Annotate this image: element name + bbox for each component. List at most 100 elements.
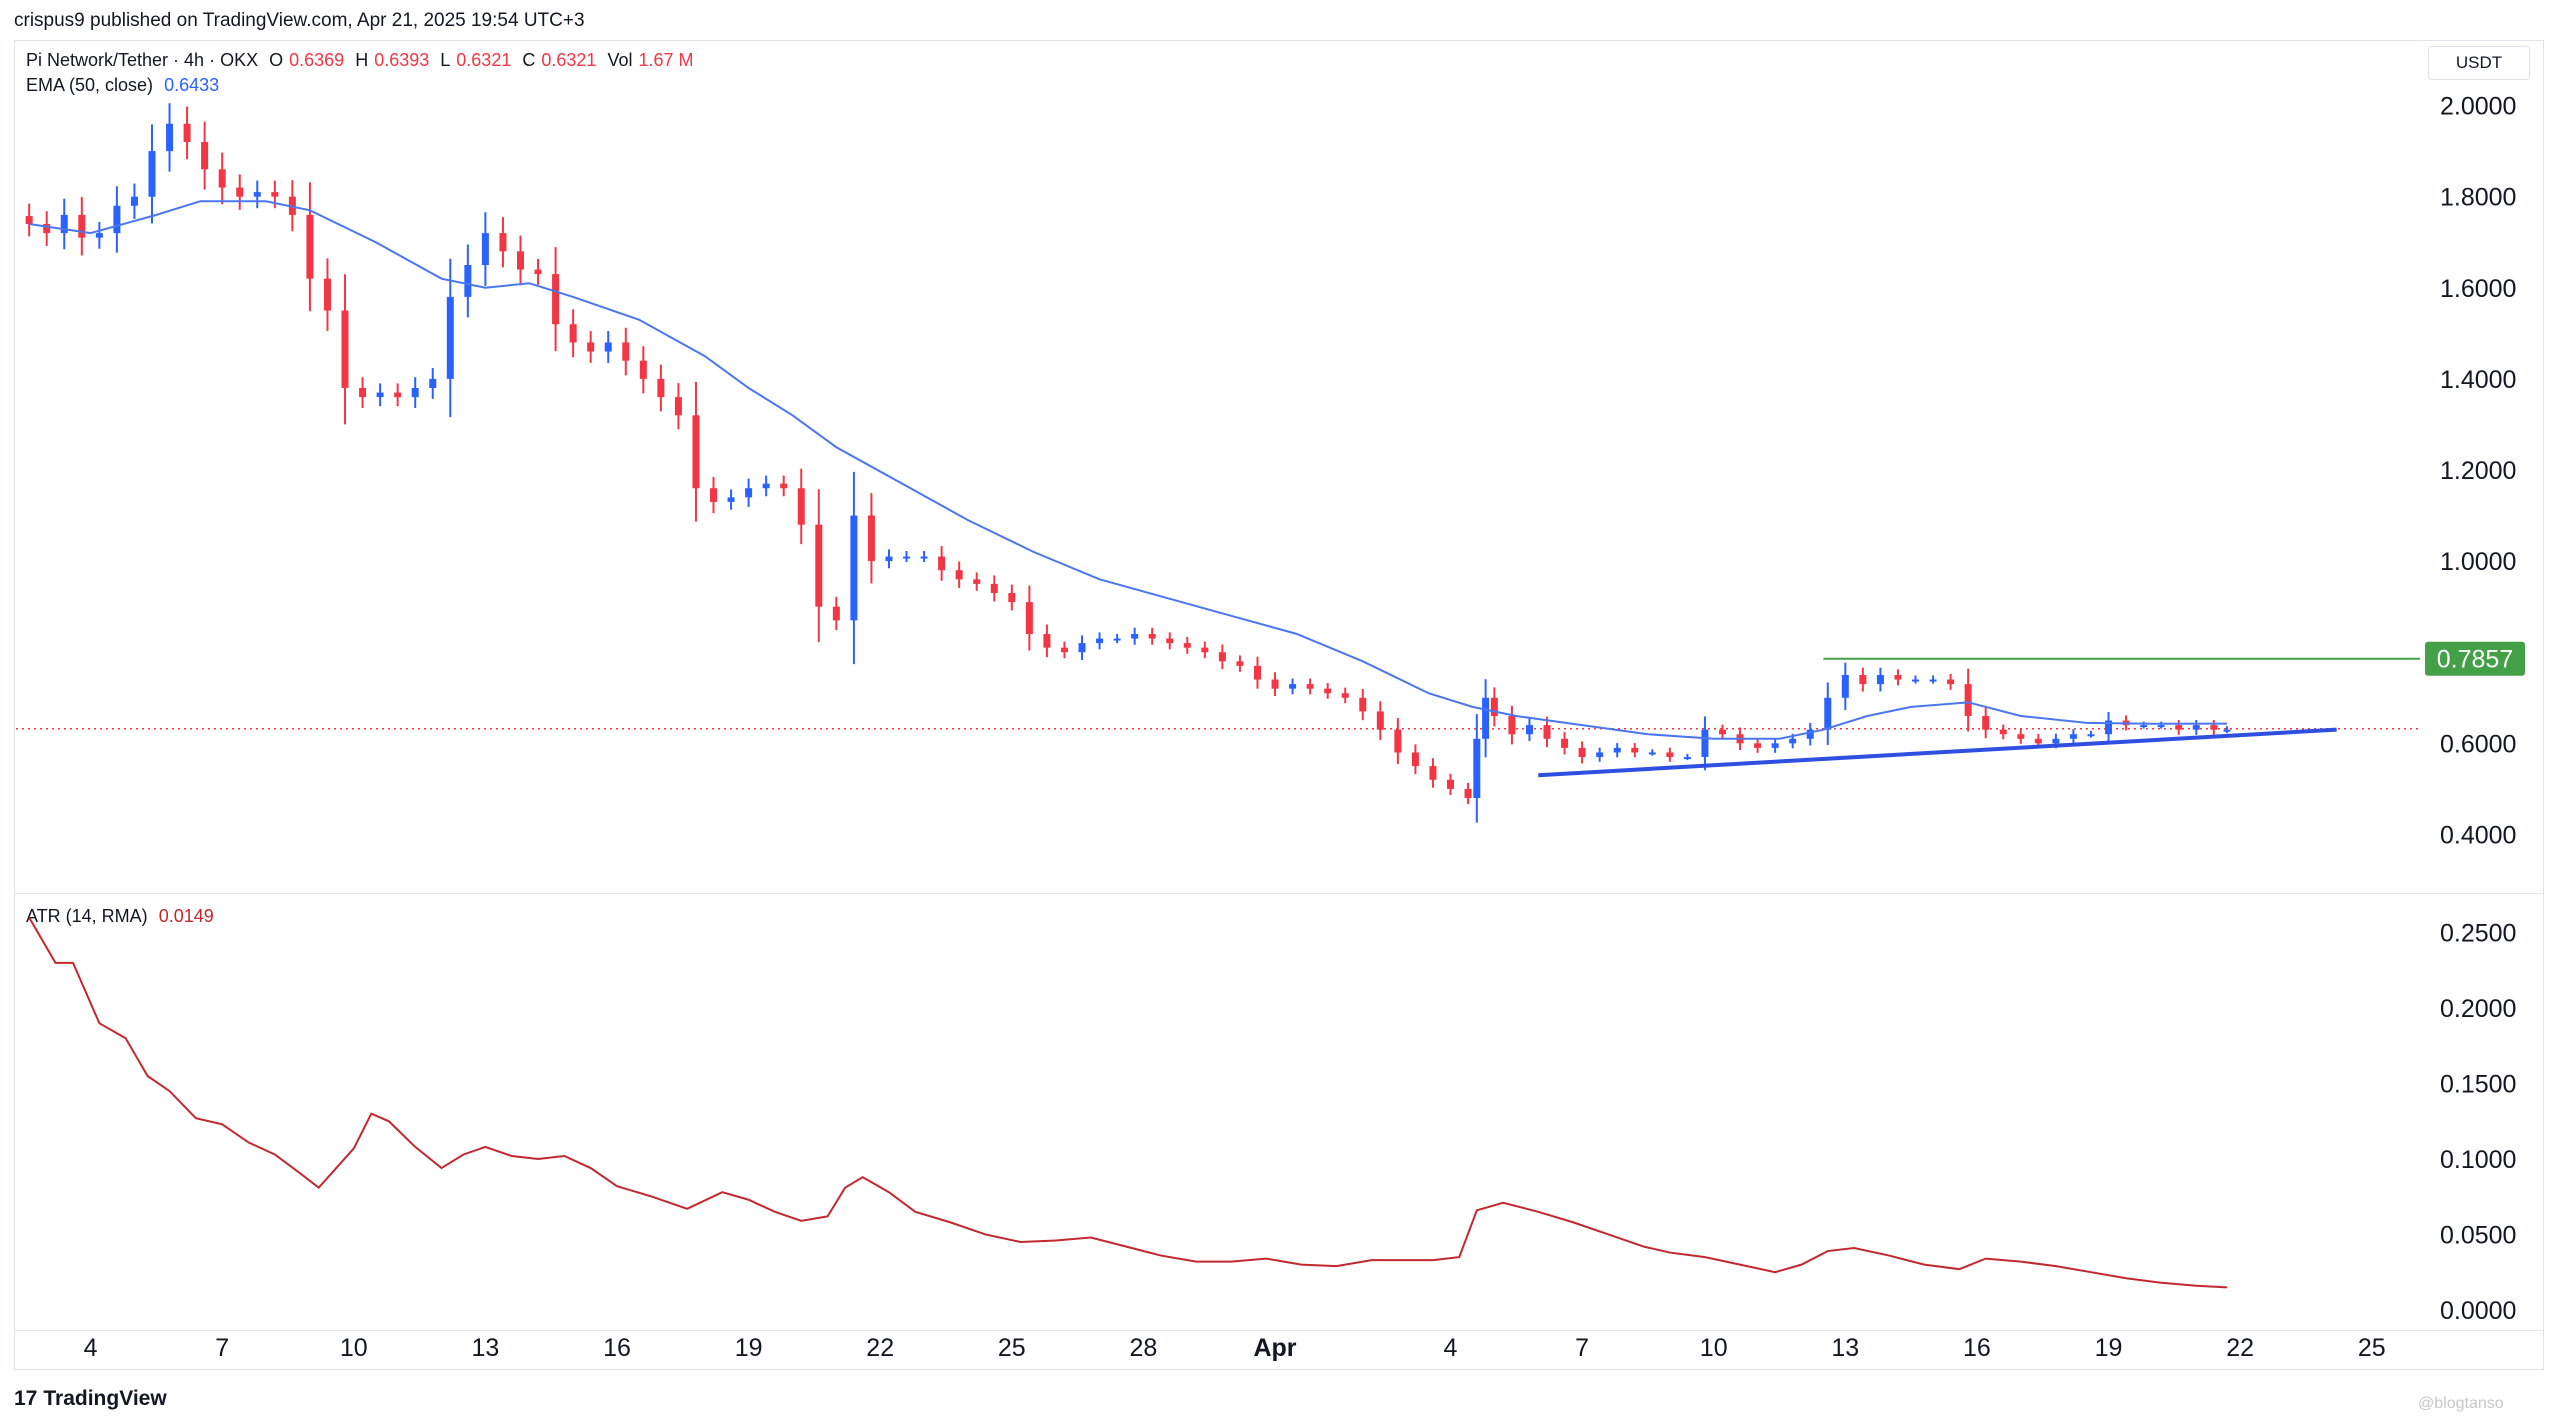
candle[interactable] xyxy=(2087,734,2095,737)
candle[interactable] xyxy=(622,342,630,361)
ema-label[interactable]: EMA (50, close) xyxy=(26,75,154,95)
candle[interactable] xyxy=(710,488,718,502)
candle[interactable] xyxy=(797,488,805,525)
atr-legend[interactable]: ATR (14, RMA) 0.0149 xyxy=(26,906,220,927)
candle[interactable] xyxy=(815,524,823,607)
candle[interactable] xyxy=(516,251,524,270)
candle[interactable] xyxy=(323,278,331,311)
candle[interactable] xyxy=(25,216,33,224)
candle[interactable] xyxy=(1289,684,1297,689)
symbol-legend[interactable]: Pi Network/Tether · 4h · OKX O 0.6369 H 0.… xyxy=(26,50,700,71)
candle[interactable] xyxy=(1043,634,1051,648)
candle[interactable] xyxy=(1666,752,1674,757)
candle[interactable] xyxy=(2069,734,2077,739)
candle[interactable] xyxy=(429,378,437,388)
candle[interactable] xyxy=(973,579,981,584)
candle[interactable] xyxy=(1982,716,1990,730)
candle[interactable] xyxy=(1771,743,1779,748)
candle[interactable] xyxy=(1218,652,1226,662)
candle[interactable] xyxy=(95,233,103,238)
candle[interactable] xyxy=(1824,697,1832,730)
candle[interactable] xyxy=(1964,684,1972,716)
candle[interactable] xyxy=(1078,643,1086,653)
candle[interactable] xyxy=(2210,725,2218,730)
candle[interactable] xyxy=(692,415,700,489)
candle[interactable] xyxy=(113,205,121,234)
candle[interactable] xyxy=(1859,675,1867,685)
candle[interactable] xyxy=(464,265,472,297)
candle[interactable] xyxy=(1789,738,1797,744)
candle[interactable] xyxy=(60,214,68,234)
candle[interactable] xyxy=(569,324,577,343)
candle[interactable] xyxy=(1096,638,1104,644)
candle[interactable] xyxy=(1876,675,1884,685)
candle[interactable] xyxy=(727,497,735,502)
candle[interactable] xyxy=(2192,725,2200,730)
candle[interactable] xyxy=(604,342,612,352)
candle[interactable] xyxy=(639,360,647,379)
candle[interactable] xyxy=(1473,738,1481,798)
candle[interactable] xyxy=(780,483,788,489)
candle[interactable] xyxy=(1236,661,1244,666)
candle[interactable] xyxy=(183,123,191,142)
candle[interactable] xyxy=(201,142,209,170)
candle[interactable] xyxy=(1060,647,1068,653)
candle[interactable] xyxy=(1447,779,1455,789)
candle[interactable] xyxy=(394,392,402,398)
candle[interactable] xyxy=(1754,743,1762,748)
candle[interactable] xyxy=(411,388,419,398)
candle[interactable] xyxy=(446,296,454,379)
candle[interactable] xyxy=(1718,729,1726,735)
candle[interactable] xyxy=(762,483,770,489)
candle[interactable] xyxy=(43,224,51,234)
candle[interactable] xyxy=(990,583,998,593)
candle[interactable] xyxy=(1912,679,1920,682)
candle[interactable] xyxy=(1148,634,1156,639)
candle[interactable] xyxy=(218,169,226,188)
candle[interactable] xyxy=(236,187,244,197)
candle[interactable] xyxy=(903,556,911,559)
candle[interactable] xyxy=(376,392,384,398)
pane-divider[interactable] xyxy=(14,893,2544,894)
candle[interactable] xyxy=(1508,716,1516,735)
currency-button[interactable]: USDT xyxy=(2428,46,2530,80)
candle[interactable] xyxy=(1648,752,1656,755)
candle[interactable] xyxy=(130,196,138,206)
candle[interactable] xyxy=(1201,647,1209,653)
candle[interactable] xyxy=(1376,711,1384,730)
candle[interactable] xyxy=(1841,675,1849,698)
candle[interactable] xyxy=(1183,643,1191,648)
ema-legend[interactable]: EMA (50, close) 0.6433 xyxy=(26,75,225,96)
atr-label[interactable]: ATR (14, RMA) xyxy=(26,906,148,926)
candle[interactable] xyxy=(938,556,946,571)
candle[interactable] xyxy=(552,274,560,325)
candle[interactable] xyxy=(1253,665,1261,680)
candle[interactable] xyxy=(2052,738,2060,744)
candle[interactable] xyxy=(955,570,963,580)
candle[interactable] xyxy=(2175,725,2183,730)
candle[interactable] xyxy=(2017,734,2025,739)
candle[interactable] xyxy=(148,151,156,197)
symbol-title[interactable]: Pi Network/Tether · 4h · OKX xyxy=(26,50,259,70)
candle[interactable] xyxy=(306,214,314,279)
candle[interactable] xyxy=(499,233,507,252)
candle[interactable] xyxy=(534,269,542,275)
candle[interactable] xyxy=(1929,679,1937,682)
candle[interactable] xyxy=(1596,752,1604,757)
candle[interactable] xyxy=(2140,725,2148,728)
candle[interactable] xyxy=(867,515,875,562)
candle[interactable] xyxy=(1490,697,1498,716)
candle[interactable] xyxy=(920,556,928,559)
candle[interactable] xyxy=(1131,634,1139,639)
candle[interactable] xyxy=(1008,593,1016,603)
candle[interactable] xyxy=(1166,638,1174,644)
candle[interactable] xyxy=(166,123,174,152)
candle[interactable] xyxy=(1464,788,1472,798)
candle[interactable] xyxy=(1482,697,1490,739)
candle[interactable] xyxy=(1025,602,1033,634)
candle[interactable] xyxy=(271,192,279,197)
candle[interactable] xyxy=(1894,675,1902,680)
candle[interactable] xyxy=(1543,725,1551,739)
candle[interactable] xyxy=(1578,747,1586,757)
candle[interactable] xyxy=(2157,725,2165,728)
